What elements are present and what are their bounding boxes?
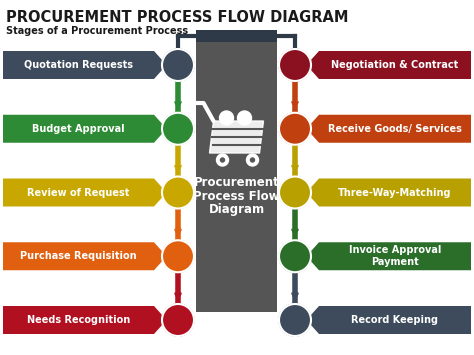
Circle shape [219, 111, 234, 125]
Polygon shape [3, 51, 166, 79]
Text: Quotation Requests: Quotation Requests [24, 60, 133, 70]
Text: Three-Way-Matching: Three-Way-Matching [338, 187, 452, 197]
Circle shape [217, 154, 228, 166]
FancyBboxPatch shape [196, 30, 277, 42]
Polygon shape [3, 179, 166, 207]
Circle shape [162, 49, 194, 81]
Circle shape [279, 176, 311, 208]
Polygon shape [3, 306, 166, 334]
Text: Invoice Approval
Payment: Invoice Approval Payment [349, 245, 441, 267]
Text: Budget Approval: Budget Approval [32, 124, 125, 134]
Circle shape [162, 240, 194, 272]
Circle shape [279, 304, 311, 336]
Text: Diagram: Diagram [209, 202, 264, 215]
Circle shape [279, 49, 311, 81]
Text: Purchase Requisition: Purchase Requisition [20, 251, 137, 261]
Circle shape [250, 158, 255, 162]
Text: Stages of a Procurement Process: Stages of a Procurement Process [6, 26, 188, 36]
Polygon shape [306, 115, 471, 143]
Circle shape [162, 304, 194, 336]
Circle shape [246, 154, 258, 166]
Text: PROCUREMENT PROCESS FLOW DIAGRAM: PROCUREMENT PROCESS FLOW DIAGRAM [6, 10, 348, 25]
Text: Record Keeping: Record Keeping [352, 315, 438, 325]
Polygon shape [3, 242, 166, 270]
Text: Procurement: Procurement [193, 176, 279, 190]
Circle shape [237, 111, 252, 125]
Text: Receive Goods/ Services: Receive Goods/ Services [328, 124, 462, 134]
Text: Process Flow: Process Flow [193, 190, 280, 202]
Polygon shape [306, 306, 471, 334]
Polygon shape [3, 115, 166, 143]
Text: Needs Recognition: Needs Recognition [27, 315, 130, 325]
Circle shape [220, 158, 225, 162]
Circle shape [279, 240, 311, 272]
Text: Negotiation & Contract: Negotiation & Contract [331, 60, 459, 70]
Polygon shape [306, 51, 471, 79]
Polygon shape [306, 242, 471, 270]
Circle shape [279, 113, 311, 145]
Circle shape [162, 113, 194, 145]
FancyBboxPatch shape [196, 42, 277, 312]
Circle shape [162, 176, 194, 208]
Polygon shape [306, 179, 471, 207]
Polygon shape [210, 121, 264, 153]
Text: Review of Request: Review of Request [27, 187, 130, 197]
